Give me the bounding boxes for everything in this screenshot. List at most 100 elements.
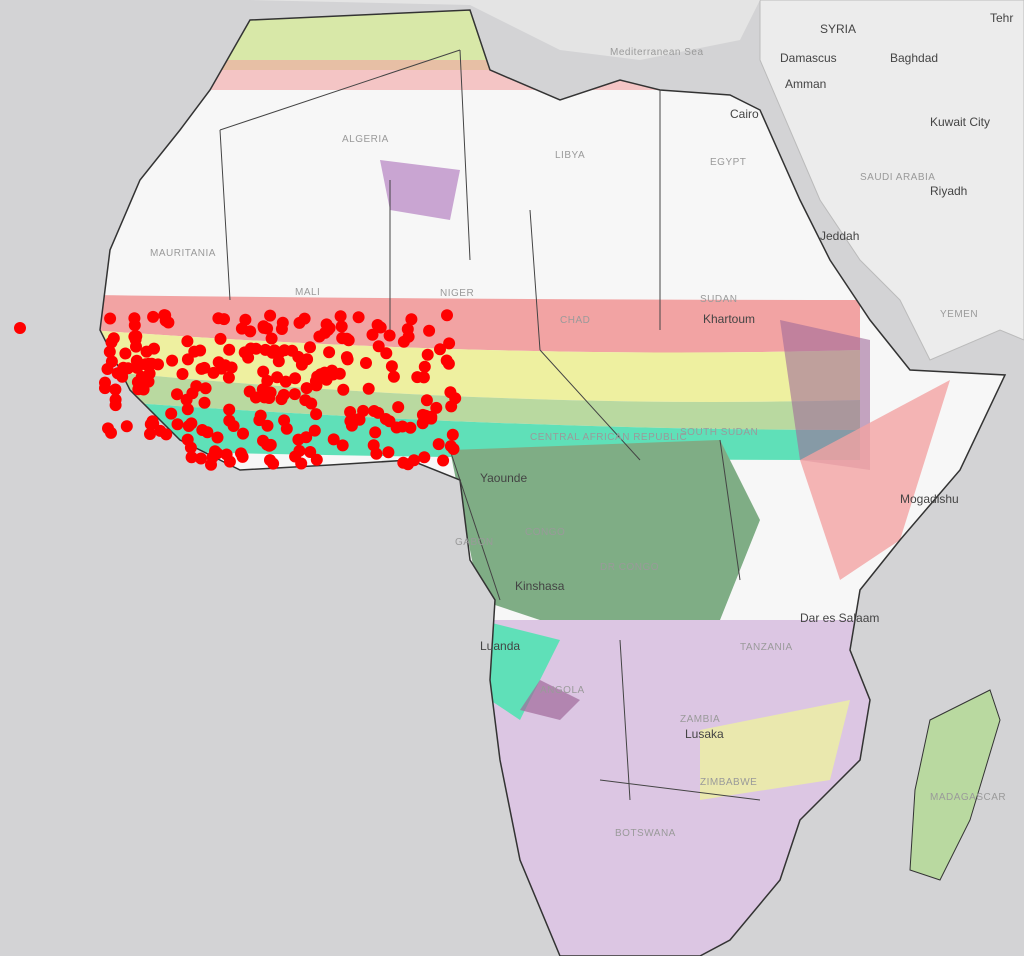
- site-marker: [128, 330, 141, 343]
- city-label: Riyadh: [930, 184, 967, 198]
- site-marker: [300, 382, 313, 395]
- site-marker: [235, 447, 247, 460]
- country-label: MAURITANIA: [150, 248, 216, 259]
- site-marker: [146, 415, 159, 428]
- city-label: Cairo: [730, 107, 759, 121]
- site-marker: [109, 393, 122, 406]
- site-marker: [212, 356, 225, 369]
- site-marker: [304, 446, 317, 458]
- country-label: SUDAN: [700, 294, 738, 305]
- site-marker: [211, 431, 224, 444]
- site-marker: [288, 388, 301, 401]
- site-marker: [342, 334, 355, 347]
- site-marker: [223, 343, 236, 356]
- site-marker: [327, 433, 340, 446]
- site-marker: [387, 370, 400, 383]
- site-marker: [180, 393, 193, 406]
- country-label: CONGO: [525, 527, 565, 538]
- city-label: Jeddah: [820, 229, 859, 243]
- site-marker: [301, 353, 314, 366]
- site-marker: [176, 368, 189, 380]
- madagascar: [909, 689, 1001, 881]
- country-label: CHAD: [560, 315, 590, 326]
- site-marker: [280, 422, 293, 435]
- city-label: Luanda: [480, 639, 520, 653]
- site-marker: [198, 361, 211, 374]
- site-marker: [277, 388, 290, 401]
- site-marker: [360, 357, 372, 369]
- city-label: Baghdad: [890, 51, 938, 65]
- site-marker: [195, 452, 207, 465]
- site-marker: [14, 322, 26, 334]
- site-marker: [266, 346, 279, 359]
- site-marker: [104, 312, 117, 325]
- site-marker: [368, 405, 381, 417]
- site-marker: [109, 383, 122, 396]
- site-marker: [382, 446, 395, 459]
- site-marker: [132, 383, 145, 396]
- country-label: ZAMBIA: [680, 714, 720, 725]
- site-marker: [257, 321, 270, 334]
- site-marker: [198, 396, 211, 409]
- site-marker: [337, 383, 350, 396]
- city-label: SYRIA: [820, 22, 856, 36]
- site-marker: [223, 414, 236, 427]
- site-marker: [250, 342, 262, 355]
- site-marker: [181, 433, 194, 446]
- site-marker: [148, 342, 160, 355]
- labels: SYRIA Damascus Baghdad Amman Tehr Kuwait City…: [150, 11, 1013, 839]
- site-marker: [289, 450, 302, 463]
- city-label: Lusaka: [685, 727, 724, 741]
- country-label: EGYPT: [710, 157, 746, 168]
- site-marker: [390, 421, 403, 434]
- site-marker: [344, 406, 357, 418]
- site-marker: [264, 438, 277, 451]
- site-marker: [253, 414, 266, 427]
- site-marker: [341, 353, 354, 366]
- borders: [219, 49, 761, 801]
- city-label: Damascus: [780, 51, 837, 65]
- site-marker: [171, 418, 184, 431]
- site-marker: [335, 320, 348, 333]
- site-marker: [379, 413, 392, 425]
- site-marker: [293, 316, 306, 329]
- site-marker: [105, 426, 117, 439]
- site-marker: [257, 365, 270, 378]
- site-marker: [304, 341, 316, 354]
- site-marker: [423, 324, 436, 337]
- country-label: CENTRAL AFRICAN REPUBLIC: [530, 432, 687, 443]
- country-label: TANZANIA: [740, 642, 793, 653]
- site-marker: [261, 374, 274, 387]
- site-marker: [334, 310, 347, 323]
- site-marker: [185, 417, 198, 430]
- country-label: LIBYA: [555, 150, 585, 161]
- site-marker: [286, 344, 299, 357]
- site-marker: [238, 346, 251, 359]
- site-marker: [380, 347, 393, 360]
- site-marker: [447, 443, 460, 455]
- site-marker: [120, 420, 133, 433]
- site-marker: [383, 329, 396, 342]
- site-marker: [160, 428, 173, 441]
- site-marker: [404, 421, 417, 434]
- site-marker: [130, 340, 142, 353]
- city-label: Tehr: [990, 11, 1013, 25]
- site-marker: [119, 347, 132, 360]
- site-marker: [243, 385, 256, 398]
- site-marker: [385, 360, 398, 373]
- site-marker: [199, 382, 212, 395]
- country-label: NIGER: [440, 288, 474, 299]
- site-marker: [289, 372, 302, 385]
- europe: [250, 0, 760, 60]
- site-marker: [105, 336, 118, 349]
- site-marker: [310, 379, 323, 392]
- site-marker: [165, 407, 178, 420]
- site-marker: [444, 386, 457, 399]
- site-marker: [237, 427, 249, 440]
- site-marker: [420, 394, 433, 407]
- site-marker: [310, 408, 323, 421]
- site-markers: [14, 309, 462, 471]
- site-marker: [416, 408, 429, 421]
- site-marker: [103, 345, 116, 358]
